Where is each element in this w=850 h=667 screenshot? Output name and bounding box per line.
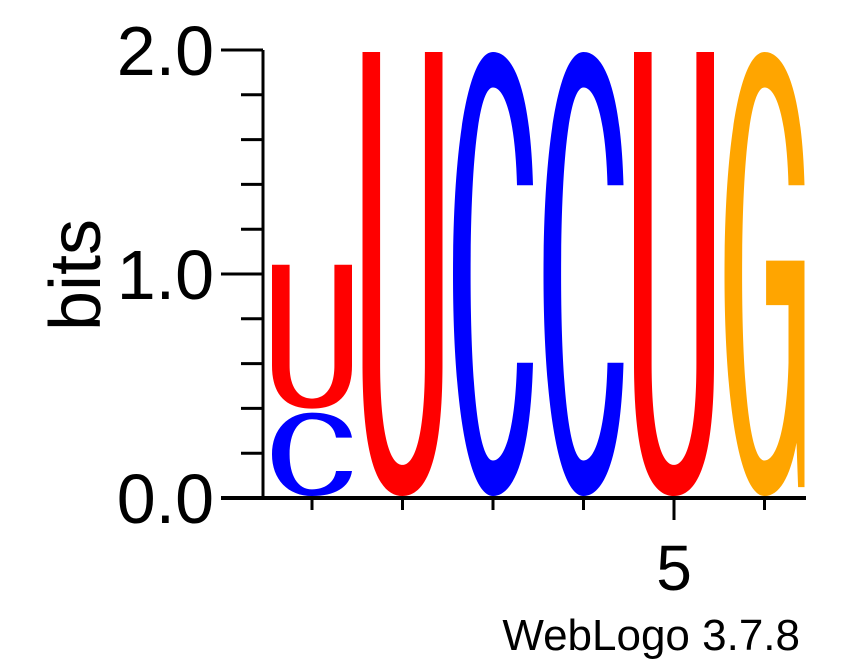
letter-pos3-C	[453, 52, 533, 496]
logo-letters	[272, 52, 805, 497]
weblogo-footer: WebLogo 3.7.8	[502, 611, 800, 660]
y-tick-label: 2.0	[117, 12, 214, 90]
letter-pos2-U	[362, 52, 443, 496]
letter-pos4-C	[543, 52, 624, 496]
y-axis-label: bits	[36, 219, 116, 331]
letter-pos1-C	[272, 412, 352, 497]
y-tick-label: 1.0	[117, 236, 214, 314]
y-tick-label: 0.0	[117, 460, 214, 538]
x-tick-label: 5	[656, 532, 692, 604]
letter-pos1-U	[272, 264, 352, 409]
logo-axes: 0.0 1.0 2.0 5	[117, 12, 806, 604]
letter-pos5-U	[634, 52, 714, 496]
letter-pos6-G	[724, 52, 805, 496]
